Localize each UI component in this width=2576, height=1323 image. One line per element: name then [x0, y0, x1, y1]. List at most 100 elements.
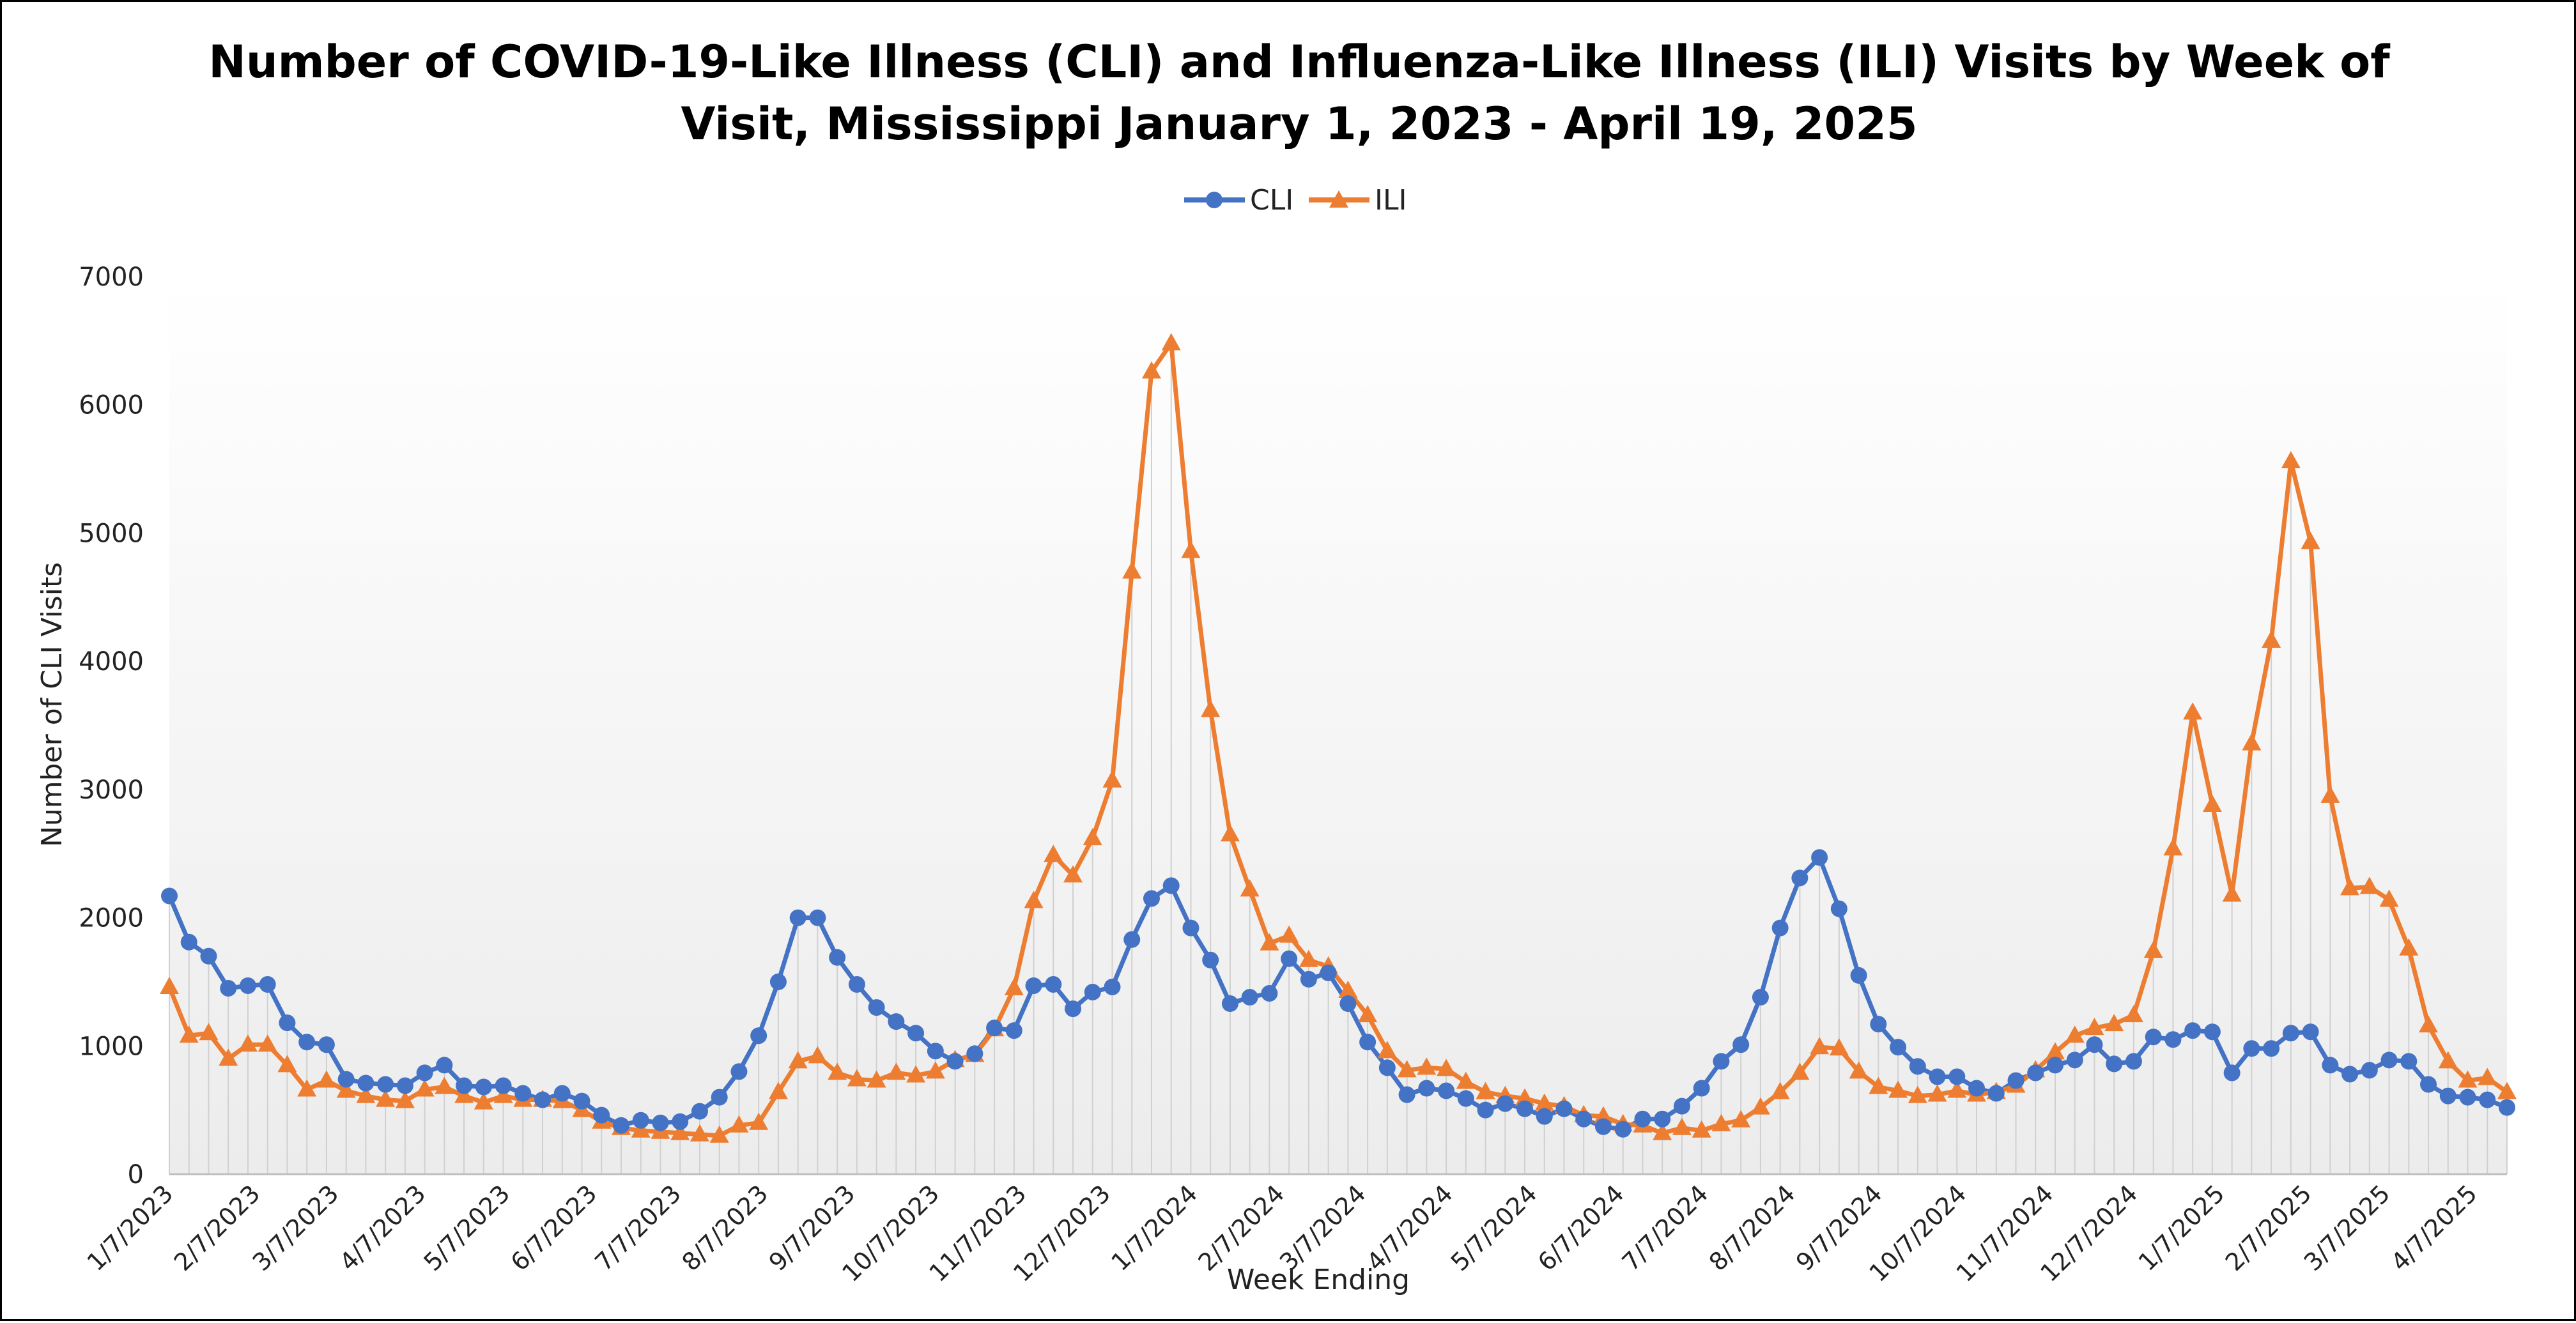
- y-axis-ticks: 0 1000 2000 3000 4000 5000 6000 7000: [79, 263, 144, 1189]
- point-cli: [1359, 1034, 1377, 1051]
- point-cli: [1752, 989, 1769, 1006]
- point-cli: [1202, 951, 1219, 968]
- point-ili: [2242, 733, 2262, 751]
- point-cli: [2420, 1076, 2437, 1093]
- point-cli: [1948, 1068, 1966, 1085]
- point-ili: [2085, 1018, 2104, 1036]
- x-tick-label: 4/7/2025: [2386, 1179, 2483, 1276]
- point-cli: [1693, 1080, 1710, 1097]
- point-ili: [493, 1085, 513, 1103]
- point-ili: [1201, 700, 1221, 717]
- point-cli: [907, 1025, 925, 1042]
- point-cli: [1281, 950, 1298, 967]
- x-axis-title: Week Ending: [1227, 1264, 1410, 1296]
- point-ili: [238, 1034, 258, 1052]
- point-cli: [1241, 989, 1258, 1006]
- point-ili: [2359, 876, 2379, 894]
- point-ili: [886, 1062, 906, 1080]
- point-ili: [1534, 1093, 1554, 1111]
- x-tick-label: 7/7/2024: [1617, 1179, 1714, 1276]
- point-cli: [593, 1106, 610, 1124]
- point-cli: [868, 999, 885, 1016]
- point-cli: [2479, 1091, 2496, 1108]
- point-ili: [670, 1122, 690, 1140]
- y-tick-label: 0: [128, 1160, 144, 1189]
- point-cli: [534, 1091, 551, 1108]
- point-ili: [925, 1061, 945, 1079]
- point-ili: [1869, 1076, 1888, 1094]
- y-tick-label: 6000: [79, 391, 144, 420]
- point-ili: [1397, 1060, 1417, 1078]
- point-cli: [1870, 1016, 1887, 1033]
- point-ili: [1279, 925, 1299, 943]
- point-cli: [750, 1027, 767, 1044]
- point-cli: [1065, 1000, 1082, 1018]
- point-cli: [1791, 869, 1809, 887]
- x-tick-label: 4/7/2024: [1361, 1179, 1458, 1276]
- point-ili: [1711, 1113, 1731, 1131]
- point-ili: [2399, 938, 2419, 956]
- point-cli: [711, 1089, 728, 1106]
- point-ili: [749, 1112, 769, 1130]
- point-cli: [220, 979, 237, 997]
- x-tick-label: 2/7/2025: [2220, 1179, 2317, 1276]
- point-ili: [729, 1115, 749, 1133]
- point-ili: [2163, 838, 2183, 856]
- point-ili: [1476, 1082, 1495, 1099]
- point-cli: [1771, 919, 1789, 937]
- point-ili: [1908, 1085, 1927, 1103]
- point-cli: [396, 1077, 413, 1094]
- legend-cli-marker: [1206, 192, 1222, 208]
- point-cli: [2066, 1052, 2083, 1069]
- point-ili: [336, 1080, 356, 1098]
- point-cli: [1909, 1058, 1926, 1075]
- point-cli: [1261, 984, 1278, 1002]
- point-cli: [848, 975, 865, 993]
- point-cli: [1830, 900, 1847, 917]
- x-tick-label: 3/7/2024: [1274, 1179, 1371, 1276]
- point-ili: [2379, 889, 2399, 907]
- point-cli: [1516, 1100, 1534, 1117]
- x-tick-label: 2/7/2023: [169, 1179, 266, 1276]
- point-cli: [2282, 1025, 2299, 1042]
- point-ili: [1456, 1071, 1476, 1089]
- point-cli: [1673, 1097, 1690, 1115]
- point-cli: [1654, 1110, 1671, 1128]
- point-cli: [337, 1071, 355, 1088]
- point-ili: [2281, 451, 2301, 469]
- point-ili: [768, 1082, 788, 1099]
- point-cli: [730, 1063, 748, 1080]
- x-tick-label: 1/7/2023: [82, 1179, 179, 1276]
- point-cli: [2125, 1053, 2142, 1070]
- point-cli: [2439, 1087, 2456, 1105]
- point-cli: [1182, 919, 1199, 937]
- point-ili: [1260, 933, 1279, 951]
- point-cli: [966, 1045, 983, 1062]
- y-axis-title: Number of CLI Visits: [36, 562, 68, 847]
- y-tick-label: 3000: [79, 776, 144, 805]
- point-ili: [2438, 1051, 2458, 1069]
- point-ili: [867, 1070, 886, 1088]
- point-ili: [1299, 949, 1318, 967]
- x-tick-label: 6/7/2023: [505, 1179, 603, 1276]
- point-ili: [2419, 1015, 2439, 1033]
- point-cli: [436, 1057, 453, 1074]
- legend-item-cli: CLI: [1184, 184, 1293, 217]
- point-ili: [1377, 1041, 1397, 1059]
- point-ili: [1141, 361, 1161, 379]
- point-ili: [1731, 1110, 1751, 1128]
- point-ili: [2340, 878, 2360, 896]
- x-tick-label: 7/7/2023: [589, 1179, 686, 1276]
- point-cli: [1968, 1080, 1986, 1097]
- point-ili: [258, 1034, 277, 1052]
- point-ili: [2065, 1025, 2085, 1043]
- point-ili: [2478, 1067, 2497, 1085]
- point-cli: [2302, 1023, 2319, 1041]
- point-ili: [356, 1085, 376, 1103]
- point-ili: [1593, 1106, 1613, 1124]
- point-ili: [1161, 333, 1181, 351]
- point-ili: [1102, 770, 1122, 788]
- point-cli: [2322, 1057, 2339, 1074]
